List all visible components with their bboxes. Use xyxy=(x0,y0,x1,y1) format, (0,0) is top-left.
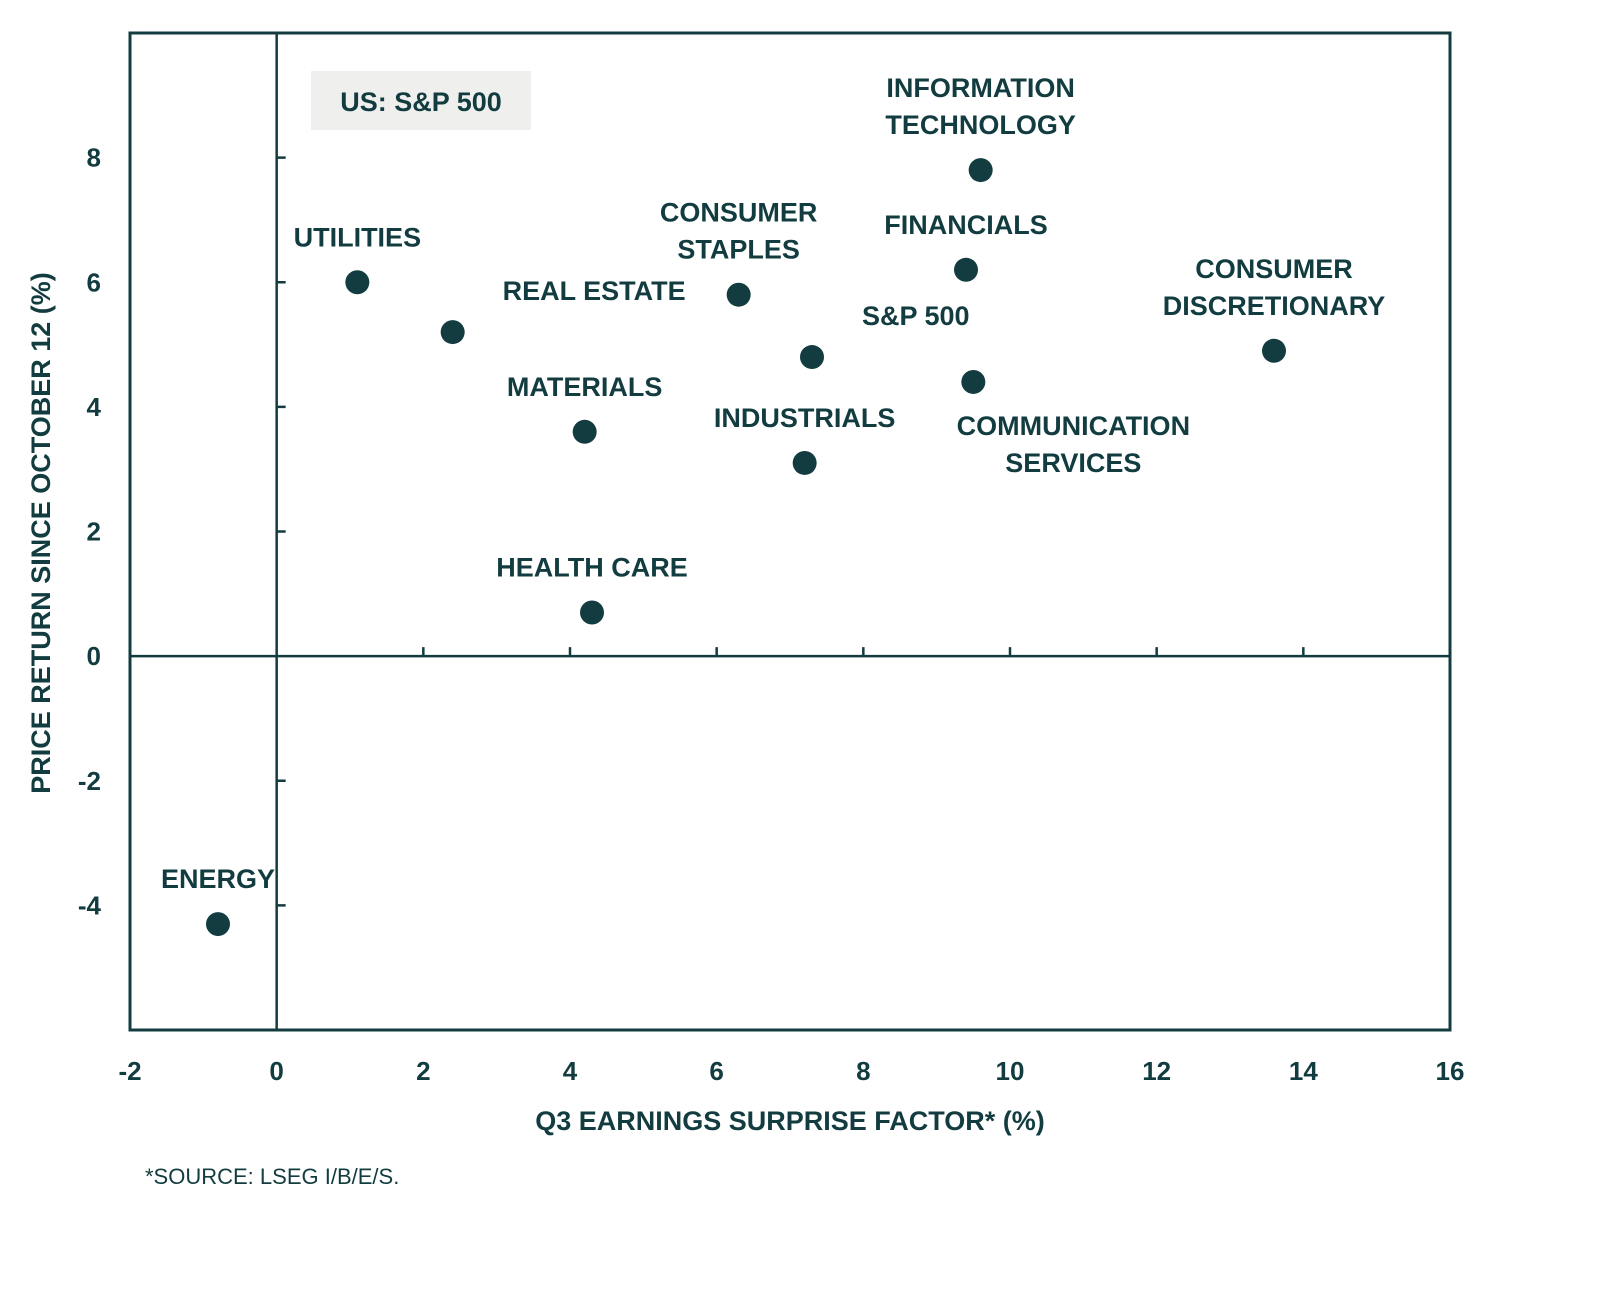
point-label: COMMUNICATION xyxy=(957,411,1190,441)
point-label: MATERIALS xyxy=(507,372,663,402)
point-marker xyxy=(800,345,824,370)
x-tick-label: 0 xyxy=(269,1056,283,1086)
data-point: S&P 500 xyxy=(800,301,970,370)
x-tick-label: 6 xyxy=(709,1056,723,1086)
data-point: UTILITIES xyxy=(294,222,422,295)
y-tick-label: 4 xyxy=(87,392,102,422)
point-label: S&P 500 xyxy=(862,301,970,331)
x-tick-label: 4 xyxy=(563,1056,578,1086)
inset-label: US: S&P 500 xyxy=(340,87,502,117)
x-tick-label: 2 xyxy=(416,1056,430,1086)
point-label: CONSUMER xyxy=(1195,254,1353,284)
data-point: ENERGY xyxy=(161,864,275,937)
point-label: TECHNOLOGY xyxy=(885,110,1076,140)
y-tick-label: -2 xyxy=(78,766,101,796)
point-marker xyxy=(726,282,751,307)
point-marker xyxy=(954,257,978,282)
plot-frame xyxy=(128,31,1452,1032)
y-tick-label: 6 xyxy=(87,267,101,297)
y-tick-label: -4 xyxy=(78,890,102,920)
point-marker xyxy=(345,270,370,295)
point-marker xyxy=(572,419,597,444)
data-point: CONSUMER STAPLES xyxy=(660,198,818,307)
data-point: REAL ESTATE xyxy=(440,276,686,345)
x-tick-label: 14 xyxy=(1289,1056,1318,1086)
x-tick-label: 16 xyxy=(1436,1056,1465,1086)
x-tick-label: 12 xyxy=(1142,1056,1171,1086)
point-label: STAPLES xyxy=(677,235,800,265)
x-tick-label: 8 xyxy=(856,1056,870,1086)
data-point: FINANCIALS xyxy=(884,210,1048,282)
point-marker xyxy=(206,912,230,937)
point-label: INDUSTRIALS xyxy=(714,403,896,433)
point-label: REAL ESTATE xyxy=(503,276,686,306)
point-marker xyxy=(961,369,986,394)
point-marker xyxy=(580,600,604,625)
point-label: DISCRETIONARY xyxy=(1163,291,1386,321)
data-point: MATERIALS xyxy=(507,372,663,444)
point-label: CONSUMER xyxy=(660,198,818,228)
x-axis-title: Q3 EARNINGS SURPRISE FACTOR* (%) xyxy=(535,1106,1045,1136)
inset-label-box xyxy=(311,71,531,130)
source-footnote: *SOURCE: LSEG I/B/E/S. xyxy=(145,1164,399,1189)
axes xyxy=(130,33,1450,1030)
data-point: HEALTH CARE xyxy=(496,553,688,625)
points: UTILITIES REAL ESTATE MATERIALS HEALTH CARE… xyxy=(161,73,1386,937)
data-point: COMMUNICATION SERVICES xyxy=(957,369,1190,478)
data-point: INFORMATION TECHNOLOGY xyxy=(885,73,1076,183)
point-label: UTILITIES xyxy=(294,222,422,252)
point-marker xyxy=(792,450,817,475)
y-axis-title: PRICE RETURN SINCE OCTOBER 12 (%) xyxy=(26,272,56,794)
point-label: SERVICES xyxy=(1005,448,1141,478)
point-label: FINANCIALS xyxy=(884,210,1048,240)
y-tick-label: 8 xyxy=(87,143,101,173)
ticks: -2 0 2 4 6 8 10 12 14 16 -4 -2 0 2 4 6 8 xyxy=(78,143,1465,1086)
y-tick-label: 0 xyxy=(87,641,101,671)
x-tick-label: 10 xyxy=(996,1056,1025,1086)
x-tick-label: -2 xyxy=(118,1056,141,1086)
y-tick-label: 2 xyxy=(87,517,101,547)
point-marker xyxy=(968,158,993,183)
point-label: HEALTH CARE xyxy=(496,553,688,583)
point-marker xyxy=(440,320,465,345)
point-label: INFORMATION xyxy=(886,73,1074,103)
point-label: ENERGY xyxy=(161,864,275,894)
data-point: CONSUMER DISCRETIONARY xyxy=(1163,254,1386,363)
data-point: INDUSTRIALS xyxy=(714,403,896,475)
point-marker xyxy=(1262,338,1286,363)
